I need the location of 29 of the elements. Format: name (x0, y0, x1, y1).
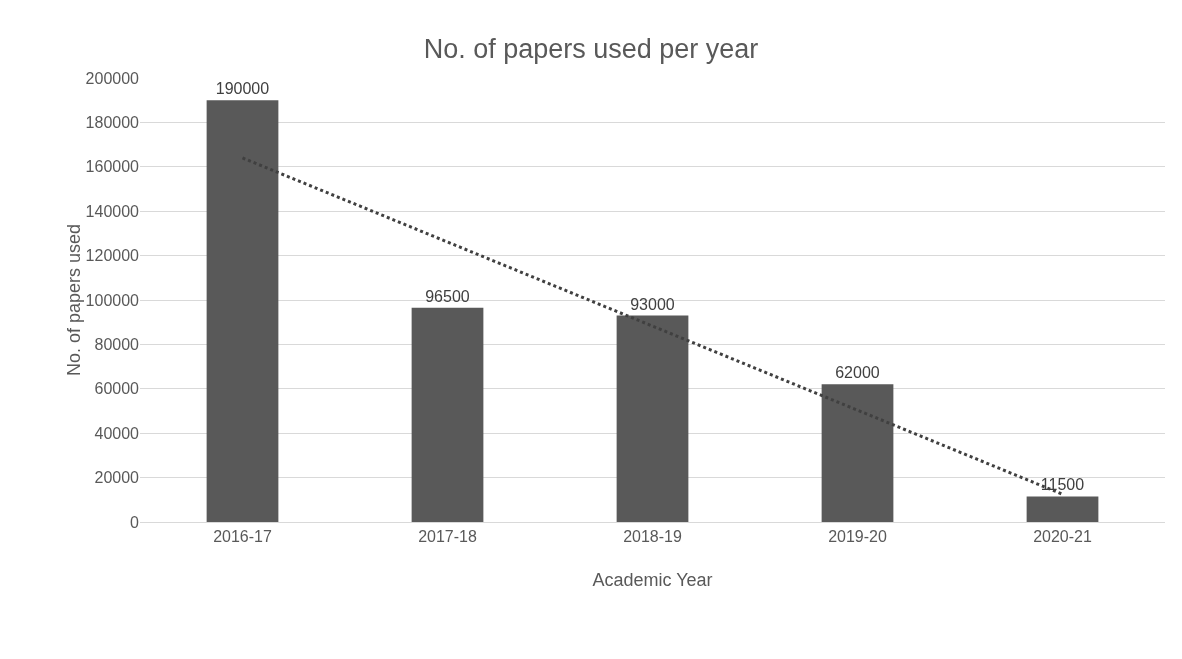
y-tick-label: 200000 (85, 69, 140, 87)
bar (1026, 496, 1099, 522)
x-tick-label: 2016-17 (213, 528, 272, 546)
y-axis-title: No. of papers used (63, 223, 84, 377)
y-tick-label: 120000 (85, 247, 140, 265)
x-tick-label: 2018-19 (623, 528, 682, 546)
data-label: 93000 (630, 295, 675, 313)
y-tick-label: 80000 (94, 336, 140, 353)
y-tick-label: 60000 (94, 380, 140, 398)
bar (411, 307, 484, 522)
data-label: 96500 (425, 287, 470, 305)
bar (821, 384, 894, 522)
data-label: 11500 (1040, 476, 1085, 494)
x-axis-title: Academic Year (592, 570, 713, 590)
x-tick-label: 2017-18 (418, 528, 477, 546)
bar (616, 315, 689, 522)
x-tick-label: 2019-20 (828, 528, 887, 546)
y-tick-label: 160000 (85, 158, 140, 176)
y-tick-label: 140000 (85, 202, 140, 220)
y-tick-label: 180000 (85, 114, 140, 131)
y-tick-label: 40000 (94, 424, 140, 442)
y-tick-label: 20000 (94, 469, 140, 487)
y-tick-label: 0 (130, 513, 140, 531)
data-label: 190000 (215, 80, 270, 98)
x-tick-label: 2020-21 (1033, 528, 1092, 546)
bar (206, 100, 279, 522)
data-label: 62000 (835, 364, 880, 382)
y-tick-label: 100000 (85, 291, 140, 309)
chart-title: No. of papers used per year (423, 34, 759, 65)
